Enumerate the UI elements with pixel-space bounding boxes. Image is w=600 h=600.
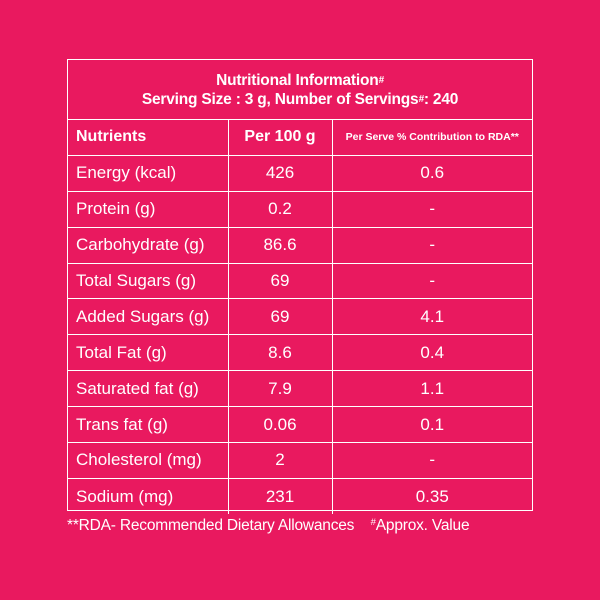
rda-value: 0.35: [331, 477, 532, 515]
nutrient-name: Sodium (mg): [68, 477, 229, 515]
title-text: Nutritional Information: [216, 71, 379, 89]
table-row: Protein (g) 0.2-: [68, 190, 532, 228]
per-100g-value: 0.2: [227, 190, 333, 228]
header-rda: Per Serve % Contribution to RDA**: [331, 119, 532, 156]
table-header-row: Nutrients Per 100 g Per Serve % Contribu…: [68, 119, 532, 156]
per-100g-value: 69: [227, 262, 333, 300]
per-100g-value: 2: [227, 442, 333, 479]
nutrient-name: Protein (g): [68, 190, 229, 228]
footnote: **RDA- Recommended Dietary Allowances #A…: [67, 517, 547, 535]
nutrient-name: Saturated fat (g): [68, 370, 229, 408]
nutrient-name: Carbohydrate (g): [68, 226, 229, 264]
serving-info: Serving Size : 3 g, Number of Servings#:…: [68, 90, 532, 109]
nutrient-name: Trans fat (g): [68, 406, 229, 444]
table-row: Added Sugars (g) 69 4.1: [68, 298, 532, 336]
panel-header: Nutritional Information# Serving Size : …: [68, 60, 532, 119]
rda-value: 0.1: [331, 406, 532, 444]
serving-mark: #: [418, 93, 424, 105]
table-row: Saturated fat (g) 7.9 1.1: [68, 370, 532, 408]
per-100g-value: 8.6: [227, 334, 333, 372]
nutrient-name: Total Sugars (g): [68, 262, 229, 300]
table-row: Total Sugars (g) 69-: [68, 262, 532, 300]
rda-value: 4.1: [331, 298, 532, 336]
nutrient-name: Cholesterol (mg): [68, 442, 229, 479]
per-100g-value: 0.06: [227, 406, 333, 444]
nutrient-name: Total Fat (g): [68, 334, 229, 372]
serving-suffix: : 240: [423, 90, 459, 108]
rda-value: -: [331, 262, 532, 300]
rda-value: -: [331, 226, 532, 264]
rda-value: -: [331, 442, 532, 479]
header-per-100g: Per 100 g: [227, 119, 333, 156]
approx-footnote: Approx. Value: [375, 517, 470, 534]
table-row: Carbohydrate (g) 86.6-: [68, 226, 532, 264]
nutrient-name: Added Sugars (g): [68, 298, 229, 336]
per-100g-value: 69: [227, 298, 333, 336]
serving-prefix: Serving Size : 3 g, Number of Servings: [141, 90, 419, 108]
table-row: Cholesterol (mg) 2-: [68, 442, 532, 479]
table-row: Sodium (mg) 231 0.35: [68, 477, 532, 515]
rda-value: -: [331, 190, 532, 228]
per-100g-value: 231: [227, 477, 333, 515]
panel-title: Nutritional Information#: [68, 71, 532, 90]
nutrition-table: Nutrients Per 100 g Per Serve % Contribu…: [68, 119, 532, 515]
rda-value: 1.1: [331, 370, 532, 408]
per-100g-value: 7.9: [227, 370, 333, 408]
table-row: Total Fat (g) 8.6 0.4: [68, 334, 532, 372]
title-mark: #: [378, 74, 385, 86]
rda-value: 0.4: [331, 334, 532, 372]
nutrient-name: Energy (kcal): [68, 154, 229, 192]
per-100g-value: 86.6: [227, 226, 333, 264]
nutrition-panel: Nutritional Information# Serving Size : …: [67, 59, 533, 515]
approx-mark: #: [370, 517, 376, 528]
rda-footnote: **RDA- Recommended Dietary Allowances: [67, 517, 355, 534]
header-nutrients: Nutrients: [68, 119, 229, 156]
per-100g-value: 426: [227, 154, 333, 192]
table-row: Trans fat (g) 0.06 0.1: [68, 406, 532, 444]
rda-value: 0.6: [331, 154, 532, 192]
table-row: Energy (kcal) 426 0.6: [68, 154, 532, 192]
